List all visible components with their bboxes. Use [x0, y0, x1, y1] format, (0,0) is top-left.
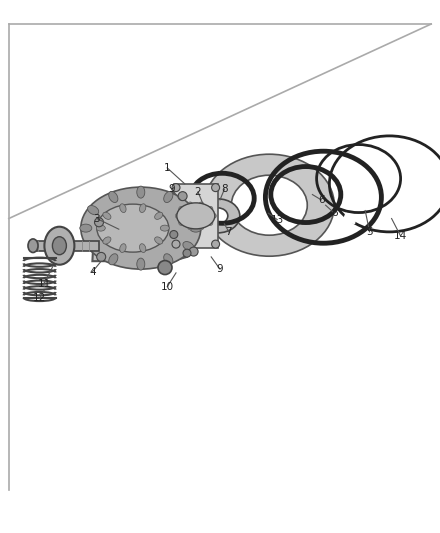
Circle shape [208, 206, 213, 211]
Text: 9: 9 [216, 264, 224, 274]
Text: 10: 10 [161, 282, 174, 292]
Text: 8: 8 [221, 184, 228, 194]
Ellipse shape [164, 191, 173, 203]
Text: 6: 6 [331, 208, 338, 218]
Ellipse shape [208, 208, 228, 224]
Ellipse shape [137, 186, 145, 198]
Ellipse shape [196, 199, 240, 233]
Ellipse shape [109, 191, 118, 203]
Circle shape [211, 213, 216, 219]
Text: 4: 4 [89, 267, 96, 277]
Ellipse shape [190, 224, 202, 232]
Text: 11: 11 [37, 279, 51, 288]
Ellipse shape [80, 224, 92, 232]
Circle shape [189, 247, 198, 256]
Ellipse shape [44, 227, 74, 265]
Circle shape [199, 202, 204, 207]
Circle shape [95, 218, 103, 227]
Wedge shape [368, 121, 385, 132]
Polygon shape [174, 184, 218, 248]
Ellipse shape [137, 258, 145, 270]
Text: 13: 13 [271, 215, 284, 224]
Circle shape [188, 225, 193, 230]
Ellipse shape [52, 237, 66, 255]
Wedge shape [343, 213, 356, 223]
Text: 9: 9 [168, 184, 175, 194]
Ellipse shape [28, 239, 38, 253]
Ellipse shape [160, 225, 169, 231]
Circle shape [188, 202, 193, 207]
Ellipse shape [139, 244, 146, 253]
Circle shape [172, 183, 180, 192]
Circle shape [158, 261, 172, 274]
Ellipse shape [120, 244, 126, 253]
Text: 5: 5 [366, 227, 373, 237]
Circle shape [212, 183, 220, 192]
Circle shape [97, 253, 106, 261]
Ellipse shape [183, 206, 194, 215]
Text: 2: 2 [194, 187, 202, 197]
Circle shape [179, 221, 184, 225]
Ellipse shape [96, 225, 105, 231]
Ellipse shape [120, 204, 126, 213]
Circle shape [183, 249, 191, 257]
Text: 3: 3 [93, 214, 100, 223]
Circle shape [170, 230, 178, 239]
Ellipse shape [164, 254, 173, 265]
Circle shape [179, 206, 184, 211]
Ellipse shape [154, 237, 163, 244]
Text: 1: 1 [164, 163, 171, 173]
Ellipse shape [231, 175, 307, 235]
Ellipse shape [154, 212, 163, 220]
Ellipse shape [81, 187, 201, 269]
Text: 14: 14 [394, 231, 407, 240]
Circle shape [178, 192, 187, 200]
Circle shape [175, 213, 180, 219]
Ellipse shape [109, 254, 118, 265]
Ellipse shape [177, 203, 215, 229]
Text: 12: 12 [33, 294, 46, 303]
Ellipse shape [204, 154, 334, 256]
Ellipse shape [183, 241, 194, 251]
Circle shape [212, 240, 220, 248]
Polygon shape [92, 192, 196, 261]
Ellipse shape [103, 237, 111, 244]
Polygon shape [33, 241, 99, 251]
Ellipse shape [88, 206, 99, 215]
Circle shape [172, 240, 180, 248]
Ellipse shape [97, 204, 169, 252]
Text: 6: 6 [318, 195, 325, 205]
Ellipse shape [88, 241, 99, 251]
Ellipse shape [139, 204, 146, 213]
Circle shape [199, 225, 204, 230]
Text: 7: 7 [225, 227, 232, 237]
Circle shape [208, 221, 213, 225]
Ellipse shape [103, 212, 111, 220]
